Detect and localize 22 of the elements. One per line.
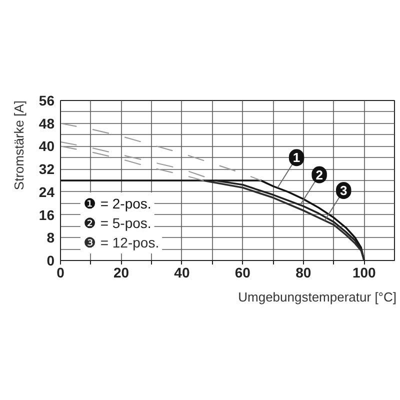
text: ❷ = 5-pos.	[83, 215, 152, 231]
series-label: ❶ = 2-pos.	[83, 196, 152, 212]
x-tick-label: 0	[56, 264, 65, 280]
y-tick-label: 24	[38, 184, 55, 200]
annotation: 2	[316, 167, 323, 182]
text: ❸ = 12-pos.	[83, 234, 160, 250]
annotation: 3	[340, 183, 348, 198]
x-tick-label: 100	[352, 264, 376, 280]
x-tick-label: 40	[174, 264, 190, 280]
y-tick-label: 48	[38, 115, 55, 132]
x-tick-label: 80	[296, 264, 312, 280]
y-tick-label: 56	[38, 92, 55, 108]
annotation: 1	[292, 150, 300, 166]
x-tick-label: 20	[113, 264, 130, 280]
y-axis-title: Stromstärke [A]	[12, 100, 26, 190]
y-tick-label: 32	[38, 161, 55, 178]
x-tick-label: 60	[234, 264, 251, 280]
y-tick-label: 8	[46, 230, 55, 246]
y-tick-label: 0	[46, 252, 55, 268]
x-axis-title: Umgebungstemperatur [°C]	[238, 290, 397, 304]
y-tick-label: 16	[38, 206, 55, 223]
y-tick-label: 40	[38, 138, 55, 154]
